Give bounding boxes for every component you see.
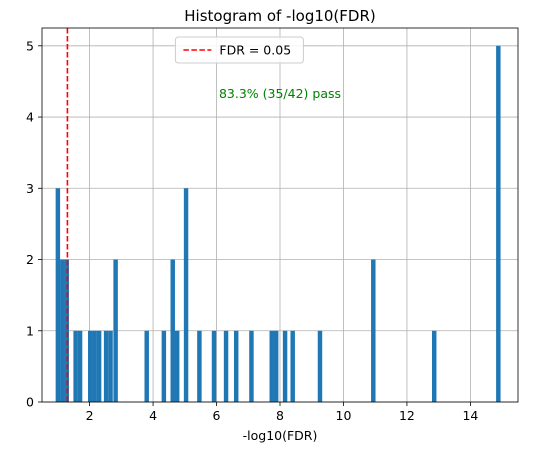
- histogram-bar: [174, 330, 180, 402]
- histogram-bar: [496, 45, 501, 403]
- legend-entry-threshold: FDR = 0.05: [219, 43, 291, 58]
- histogram-bar: [88, 330, 93, 402]
- histogram-bar: [64, 259, 69, 402]
- x-tick-label: 12: [399, 408, 415, 423]
- histogram-bar: [273, 330, 279, 402]
- y-axis-ticks: 0 1 2 3 4 5: [26, 38, 42, 410]
- histogram-bar: [108, 330, 113, 402]
- histogram-bar: [317, 330, 323, 402]
- bars: [55, 45, 501, 403]
- histogram-bar: [113, 259, 118, 402]
- histogram-bar: [144, 330, 149, 402]
- x-tick-label: 2: [86, 408, 94, 423]
- histogram-bar: [77, 330, 83, 402]
- legend-box: [174, 36, 304, 64]
- histogram-bar: [170, 259, 175, 402]
- histogram-bar: [183, 188, 189, 402]
- histogram-bar: [211, 330, 217, 402]
- legend: FDR = 0.05: [174, 36, 304, 64]
- y-tick-label: 3: [26, 181, 34, 196]
- histogram-bar: [282, 330, 288, 402]
- x-tick-label: 14: [462, 408, 478, 423]
- chart-title: Histogram of -log10(FDR): [184, 7, 375, 25]
- y-tick-label: 4: [26, 110, 34, 125]
- x-axis-ticks: 2 4 6 8 10 12 14: [86, 402, 478, 423]
- histogram-bar: [371, 259, 376, 402]
- x-tick-label: 8: [276, 408, 284, 423]
- y-tick-label: 1: [26, 323, 34, 338]
- histogram-bar: [197, 330, 202, 402]
- histogram-bar: [96, 330, 102, 402]
- x-axis-label: -log10(FDR): [243, 428, 318, 443]
- histogram-bar: [249, 330, 254, 402]
- y-tick-label: 0: [26, 395, 34, 410]
- x-tick-label: 6: [213, 408, 221, 423]
- histogram-bar: [103, 330, 109, 402]
- histogram-bar: [290, 330, 295, 402]
- x-tick-label: 10: [336, 408, 352, 423]
- histogram-bar: [269, 330, 274, 402]
- histogram-bar: [73, 330, 78, 402]
- histogram-bar: [92, 330, 97, 402]
- histogram-bar: [432, 330, 437, 402]
- histogram-bar: [55, 188, 61, 402]
- histogram-bar: [233, 330, 239, 402]
- histogram-bar: [161, 330, 167, 402]
- histogram-bar: [60, 259, 65, 402]
- pass-rate-annotation: 83.3% (35/42) pass: [219, 86, 341, 101]
- x-tick-label: 4: [149, 408, 157, 423]
- y-tick-label: 2: [26, 252, 34, 267]
- histogram-bar: [223, 330, 229, 402]
- y-tick-label: 5: [26, 38, 34, 53]
